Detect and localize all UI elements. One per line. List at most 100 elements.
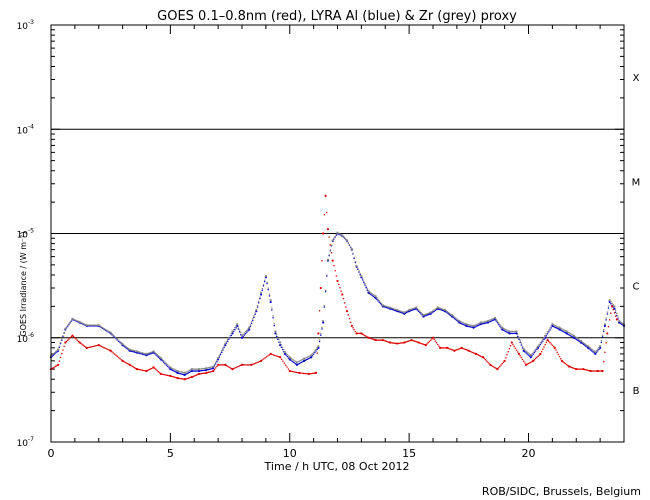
series-dot bbox=[220, 349, 223, 352]
series-dot bbox=[364, 334, 366, 337]
series-dot bbox=[474, 326, 476, 328]
series-dot bbox=[55, 352, 57, 354]
series-dot bbox=[254, 312, 256, 314]
series-dot bbox=[434, 340, 437, 342]
series-dot bbox=[512, 330, 514, 333]
series-dot bbox=[225, 340, 228, 343]
series-dot bbox=[112, 352, 115, 354]
series-dot bbox=[524, 349, 526, 351]
series-dot bbox=[244, 332, 247, 335]
series-dot bbox=[598, 346, 600, 349]
series-dot bbox=[244, 330, 247, 333]
series-dot bbox=[222, 349, 224, 351]
flare-class-label: M bbox=[632, 177, 641, 188]
series-dot bbox=[200, 369, 203, 372]
series-dot bbox=[150, 351, 153, 353]
series-dot bbox=[161, 358, 163, 361]
series-dot bbox=[580, 368, 582, 370]
series-dot bbox=[230, 334, 233, 337]
series-dot bbox=[453, 316, 456, 318]
series-dot bbox=[550, 343, 552, 345]
series-dot bbox=[273, 322, 275, 325]
series-dot bbox=[416, 308, 419, 310]
series-dot bbox=[420, 313, 422, 315]
series-dot bbox=[180, 371, 182, 373]
series-dot bbox=[293, 371, 295, 373]
series-dot bbox=[614, 315, 617, 317]
series-dot bbox=[594, 370, 597, 372]
series-dot bbox=[602, 330, 605, 333]
series-dot bbox=[487, 361, 489, 364]
series-dot bbox=[312, 372, 315, 374]
series-dot bbox=[544, 343, 546, 346]
series-dot bbox=[299, 359, 302, 362]
series-dot bbox=[454, 317, 457, 319]
series-dot bbox=[460, 322, 463, 325]
series-dot bbox=[509, 330, 512, 333]
series-dot bbox=[172, 367, 174, 370]
series-dot bbox=[229, 334, 231, 337]
series-dot bbox=[282, 360, 284, 362]
series-dot bbox=[181, 371, 184, 374]
series-dot bbox=[391, 308, 394, 311]
series-dot bbox=[308, 355, 310, 358]
series-dot bbox=[123, 344, 125, 346]
data-point bbox=[331, 259, 334, 262]
series-dot bbox=[497, 367, 500, 369]
series-dot bbox=[401, 310, 403, 313]
series-dot bbox=[316, 352, 318, 354]
series-dot bbox=[265, 356, 268, 358]
data-point bbox=[319, 286, 322, 290]
series-dot bbox=[199, 372, 201, 375]
series-dot bbox=[266, 282, 268, 285]
series-dot bbox=[617, 316, 619, 319]
series-dot bbox=[170, 367, 173, 369]
series-dot bbox=[156, 369, 158, 372]
series-dot bbox=[416, 309, 419, 311]
series-dot bbox=[567, 333, 569, 335]
y-axis-ticks: 10-7 10-6 10-5 10-4 10-3 bbox=[17, 19, 624, 449]
data-point bbox=[553, 346, 556, 349]
data-point bbox=[260, 293, 263, 296]
series-dot bbox=[291, 370, 294, 373]
series-dot bbox=[156, 353, 158, 356]
series-dot bbox=[63, 331, 65, 333]
series-dot bbox=[588, 346, 591, 348]
series-dot bbox=[564, 362, 567, 365]
series-dot bbox=[112, 334, 115, 336]
series-dot bbox=[300, 361, 303, 363]
series-dot bbox=[268, 293, 271, 295]
series-dot bbox=[177, 377, 180, 380]
series-dot bbox=[119, 357, 121, 360]
data-point bbox=[515, 330, 518, 333]
series-dot bbox=[225, 364, 228, 367]
series-dot bbox=[111, 333, 113, 335]
series-dot bbox=[616, 312, 618, 315]
series-dot bbox=[172, 375, 174, 378]
series-dot bbox=[117, 356, 120, 359]
series-dot bbox=[259, 296, 261, 298]
series-dot bbox=[384, 305, 386, 307]
y-tick-label: 10-5 bbox=[17, 228, 35, 241]
series-dot bbox=[203, 372, 205, 374]
series-dot bbox=[324, 290, 327, 293]
data-point bbox=[279, 341, 282, 344]
data-point bbox=[236, 324, 239, 327]
series-dot bbox=[358, 270, 360, 272]
series-dot bbox=[53, 366, 56, 368]
data-point bbox=[274, 330, 277, 333]
series-dot bbox=[359, 273, 361, 276]
series-dot bbox=[612, 308, 615, 311]
series-dot bbox=[417, 310, 420, 313]
series-dot bbox=[229, 336, 231, 339]
series-dot bbox=[470, 326, 472, 328]
series-dot bbox=[519, 341, 521, 343]
y-axis-label-text: GOES Irradiance / (W m⁻²) bbox=[19, 231, 28, 336]
series-dot bbox=[483, 322, 486, 325]
series-dot bbox=[469, 326, 471, 328]
series-dot bbox=[340, 290, 342, 292]
series-dot bbox=[569, 332, 572, 335]
series-dot bbox=[166, 374, 169, 377]
series-dot bbox=[166, 365, 169, 368]
series-dot bbox=[512, 332, 514, 335]
